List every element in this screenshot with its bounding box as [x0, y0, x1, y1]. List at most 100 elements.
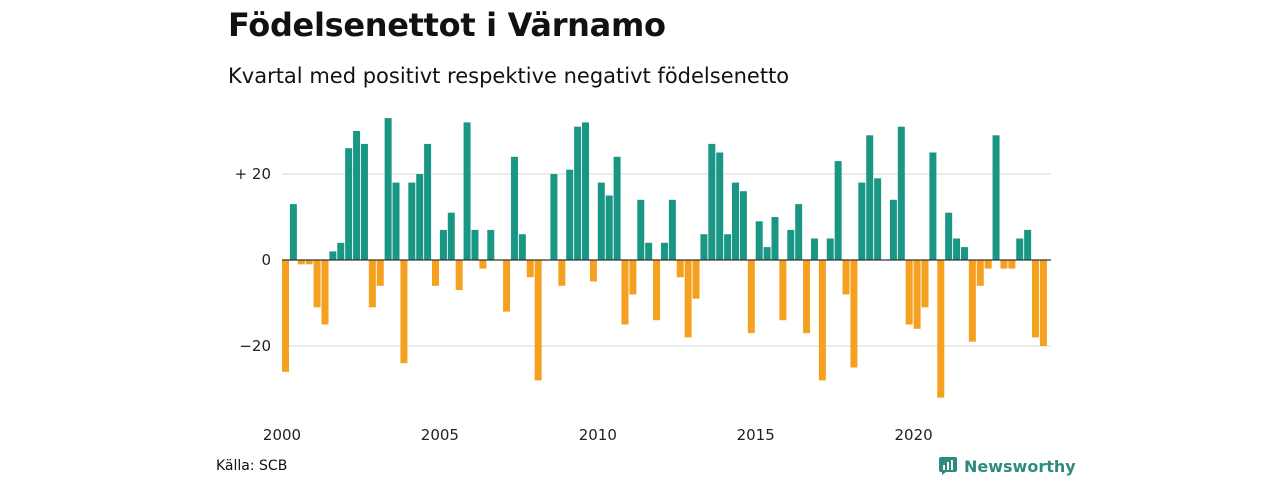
chart-title: Födelsenettot i Värnamo: [228, 6, 666, 44]
bar-negative: [913, 260, 921, 329]
bar-positive: [471, 229, 479, 260]
source-note: Källa: SCB: [216, 458, 288, 474]
bar-positive: [716, 152, 724, 260]
bar-negative: [526, 260, 534, 278]
bar-positive: [447, 212, 455, 260]
bar-positive: [550, 174, 558, 260]
bar-negative: [676, 260, 684, 278]
bar-positive: [700, 234, 708, 260]
bar-positive: [439, 229, 447, 260]
bar-negative: [850, 260, 858, 368]
bar-negative: [558, 260, 566, 286]
bar-negative: [984, 260, 992, 269]
newsworthy-logo[interactable]: Newsworthy: [938, 456, 1076, 476]
bar-positive: [755, 221, 763, 260]
x-tick-label: 2000: [263, 426, 301, 444]
bar-positive: [660, 242, 668, 260]
newsworthy-icon: [939, 457, 957, 475]
bar-positive: [668, 199, 676, 260]
bars: [282, 118, 1047, 398]
bar-positive: [858, 182, 866, 260]
bar-negative: [818, 260, 826, 381]
x-tick-label: 2010: [579, 426, 617, 444]
bar-positive: [953, 238, 961, 260]
bar-negative: [621, 260, 629, 325]
bar-positive: [929, 152, 937, 260]
gridlines: [282, 173, 1051, 347]
bar-positive: [289, 204, 297, 260]
bar-negative: [305, 260, 313, 265]
bar-negative: [376, 260, 384, 286]
bar-negative: [921, 260, 929, 308]
bar-negative: [803, 260, 811, 334]
bar-negative: [282, 260, 289, 372]
bar-positive: [597, 182, 605, 260]
bar-negative: [313, 260, 321, 308]
bar-positive: [353, 131, 361, 260]
bar-positive: [960, 247, 968, 260]
bar-negative: [534, 260, 542, 381]
bar-positive: [1016, 238, 1024, 260]
bar-negative: [1032, 260, 1040, 338]
x-tick-label: 2015: [737, 426, 775, 444]
bar-positive: [360, 143, 368, 260]
bar-negative: [937, 260, 945, 398]
bar-negative: [905, 260, 913, 325]
bar-negative: [503, 260, 511, 312]
bar-positive: [337, 242, 345, 260]
y-tick-label: 0: [261, 251, 271, 269]
x-tick-label: 2005: [421, 426, 459, 444]
bar-positive: [866, 135, 874, 260]
bar-positive: [392, 182, 400, 260]
bar-positive: [810, 238, 818, 260]
bar-negative: [297, 260, 305, 265]
bar-positive: [897, 126, 905, 260]
bar-negative: [779, 260, 787, 321]
bar-negative: [479, 260, 487, 269]
bar-positive: [834, 161, 842, 260]
bar-positive: [463, 122, 471, 261]
bar-positive: [992, 135, 1000, 260]
bar-positive: [724, 234, 732, 260]
bar-positive: [732, 182, 740, 260]
bar-positive: [645, 242, 653, 260]
bar-positive: [1024, 229, 1032, 260]
bar-negative: [1000, 260, 1008, 269]
bar-positive: [518, 234, 526, 260]
bar-negative: [842, 260, 850, 295]
bar-positive: [637, 199, 645, 260]
bar-positive: [613, 156, 621, 260]
bar-positive: [510, 156, 518, 260]
x-tick-label: 2020: [895, 426, 933, 444]
bar-negative: [368, 260, 376, 308]
bar-positive: [787, 229, 795, 260]
bar-positive: [739, 191, 747, 260]
bar-positive: [416, 174, 424, 260]
bar-positive: [487, 229, 495, 260]
bar-negative: [432, 260, 439, 286]
bar-negative: [321, 260, 329, 325]
bar-negative: [976, 260, 984, 286]
y-tick-label: −20: [239, 337, 271, 355]
y-tick-label: + 20: [235, 165, 271, 183]
bar-negative: [1008, 260, 1016, 269]
bar-negative: [1039, 260, 1047, 346]
bar-positive: [763, 247, 771, 260]
bar-positive: [574, 126, 582, 260]
bar-negative: [747, 260, 755, 334]
bar-positive: [329, 251, 337, 260]
bar-positive: [771, 217, 779, 260]
bar-positive: [945, 212, 953, 260]
bar-positive: [345, 148, 353, 260]
bar-positive: [795, 204, 803, 260]
bar-negative: [692, 260, 700, 299]
bar-negative: [653, 260, 661, 321]
chart-subtitle: Kvartal med positivt respektive negativt…: [228, 64, 790, 88]
bar-negative: [968, 260, 976, 342]
bar-positive: [384, 118, 392, 260]
brand-name: Newsworthy: [964, 456, 1076, 476]
bar-positive: [582, 122, 590, 261]
bar-negative: [400, 260, 408, 364]
bar-positive: [874, 178, 882, 260]
